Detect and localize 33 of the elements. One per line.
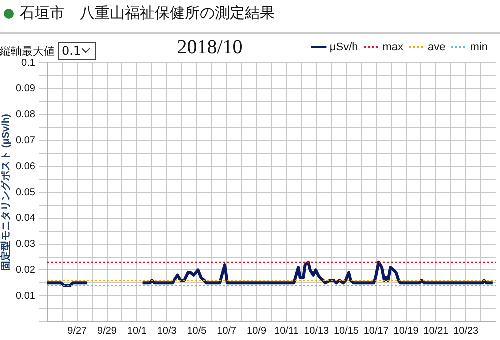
- x-tick-label: 9/29: [98, 326, 118, 337]
- y-tick-label: 0.03: [16, 239, 36, 250]
- y-tick-label: 0.07: [16, 135, 36, 146]
- x-tick-label: 10/17: [364, 326, 390, 337]
- legend-label: min: [470, 42, 488, 54]
- text: 縦軸最大値: [0, 44, 55, 58]
- y-tick-label: 0.04: [16, 213, 36, 224]
- x-tick-label: 10/11: [274, 326, 300, 337]
- y-tick-label: 0.06: [16, 161, 36, 172]
- dropdown-field[interactable]: 0.1: [58, 42, 96, 60]
- x-tick-label: 10/23: [454, 326, 480, 337]
- x-tick-label: 10/21: [424, 326, 450, 337]
- x-tick-label: 10/19: [394, 326, 420, 337]
- y-tick-label: 0.09: [16, 84, 36, 95]
- chart-title: 2018/10: [177, 36, 243, 58]
- x-tick-label: 10/3: [157, 326, 178, 337]
- x-tick-label: 10/15: [334, 326, 360, 337]
- y-tick-label: 0.08: [16, 110, 36, 121]
- x-tick-label: 10/1: [127, 326, 148, 337]
- y-tick-label: 0.05: [16, 187, 36, 198]
- legend-label: max: [382, 42, 404, 54]
- y-tick-label: 0.1: [22, 58, 36, 69]
- x-tick-label: 9/27: [68, 326, 88, 337]
- y-axis-title: 固定型モニタリングポスト (μSv/h): [0, 114, 12, 271]
- y-tick-label: 0.02: [16, 264, 36, 276]
- x-tick-label: 10/9: [247, 326, 267, 337]
- legend-label: μSv/h: [330, 42, 358, 54]
- x-tick-label: 10/13: [304, 326, 330, 337]
- x-tick-label: 10/5: [187, 326, 208, 337]
- x-tick-label: 10/7: [217, 326, 238, 337]
- chart-subtitle: 石垣市 八重山福祉保健所の測定結果: [20, 4, 275, 23]
- legend-label: ave: [428, 42, 446, 54]
- y-tick-label: 0.01: [16, 290, 36, 302]
